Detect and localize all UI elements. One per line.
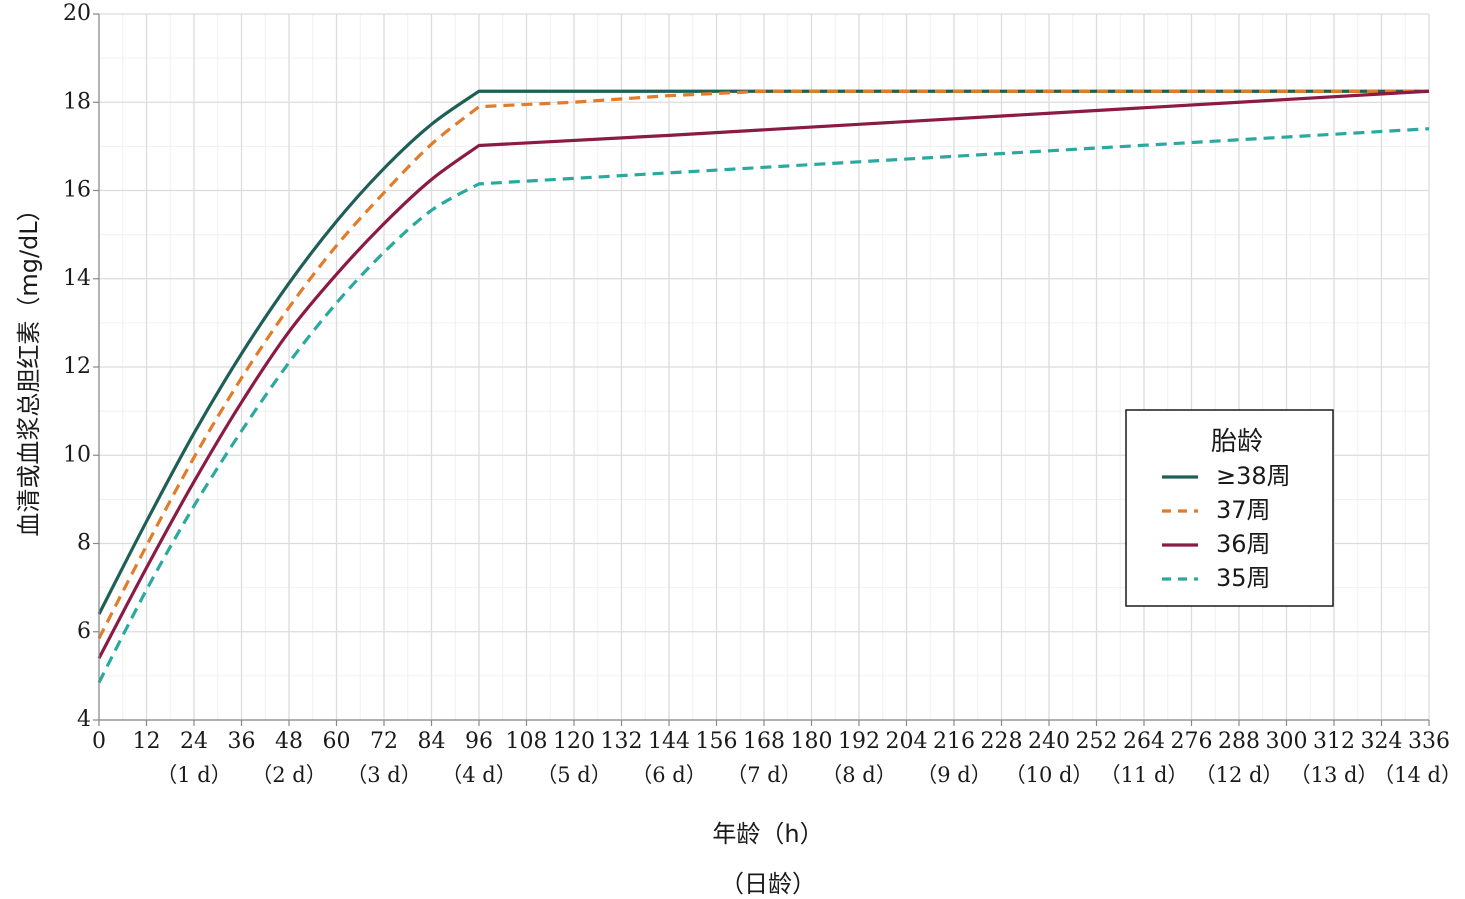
x-tick-label: 336 — [1408, 729, 1450, 754]
day-labels: （1 d） （2 d） （3 d） （4 d） （5 d） （6 d） （7 d） （8 d）… — [156, 763, 1462, 787]
x-tick-label: 36 — [228, 729, 256, 754]
legend-label: 36周 — [1216, 530, 1271, 558]
legend-label: ≥38周 — [1216, 462, 1291, 490]
x-tick-label: 12 — [133, 729, 161, 754]
y-tick-label: 16 — [63, 178, 91, 203]
x-tick-label: 252 — [1076, 729, 1118, 754]
legend-box — [1125, 409, 1334, 607]
day-label: （5 d） — [536, 763, 611, 787]
x-tick-label: 48 — [275, 729, 303, 754]
y-tick-label: 10 — [63, 442, 91, 467]
x-tick-label: 312 — [1313, 729, 1355, 754]
y-tick-label: 6 — [77, 619, 91, 644]
day-label: （9 d） — [916, 763, 991, 787]
day-label: （14 d） — [1373, 763, 1462, 787]
series-line-3 — [97, 89, 1430, 659]
y-tick-label: 4 — [77, 707, 91, 732]
day-label: （1 d） — [156, 763, 231, 787]
x-tick-label: 300 — [1266, 729, 1308, 754]
x-tick-label: 168 — [743, 729, 785, 754]
legend: 胎龄 ≥38周 37周 36周 35周 — [1125, 409, 1334, 607]
x-ticks: 0 12 24 36 48 60 72 84 96 108 120 132 144 156 168 180 19… — [92, 720, 1450, 754]
x-tick-label: 180 — [791, 729, 833, 754]
series-line-1 — [97, 89, 1429, 615]
legend-label: 35周 — [1216, 564, 1271, 592]
day-label: （6 d） — [631, 763, 706, 787]
day-label: （2 d） — [251, 763, 326, 787]
y-tick-label: 20 — [63, 1, 91, 26]
y-axis-title: 血清或血浆总胆红素（mg/dL） — [15, 197, 43, 536]
x-tick-label: 216 — [933, 729, 975, 754]
x-tick-label: 72 — [370, 729, 398, 754]
x-tick-label: 120 — [553, 729, 595, 754]
x-axis-subtitle: （日龄） — [720, 870, 816, 898]
x-tick-label: 84 — [418, 729, 446, 754]
x-axis-title: 年龄（h） — [712, 820, 823, 848]
day-label: （8 d） — [821, 763, 896, 787]
x-tick-label: 264 — [1123, 729, 1165, 754]
x-tick-label: 96 — [465, 729, 493, 754]
x-tick-label: 132 — [601, 729, 643, 754]
legend-label: 37周 — [1216, 496, 1271, 524]
day-label: （4 d） — [441, 763, 516, 787]
x-tick-label: 144 — [648, 729, 690, 754]
x-tick-label: 24 — [180, 729, 208, 754]
y-tick-label: 18 — [63, 89, 91, 114]
series-layer — [97, 89, 1430, 684]
y-tick-label: 8 — [77, 531, 91, 556]
x-tick-label: 204 — [886, 729, 928, 754]
series-line-4 — [97, 127, 1430, 684]
x-tick-label: 276 — [1171, 729, 1213, 754]
x-tick-label: 228 — [981, 729, 1023, 754]
legend-items: ≥38周 37周 36周 35周 — [1162, 462, 1291, 592]
day-label: （10 d） — [1005, 763, 1094, 787]
day-label: （13 d） — [1290, 763, 1379, 787]
y-tick-label: 14 — [63, 266, 91, 291]
day-label: （12 d） — [1195, 763, 1284, 787]
x-tick-label: 240 — [1028, 729, 1070, 754]
y-tick-label: 12 — [63, 354, 91, 379]
day-label: （7 d） — [726, 763, 801, 787]
x-tick-label: 0 — [92, 729, 106, 754]
x-tick-label: 108 — [506, 729, 548, 754]
y-ticks: 4 6 8 10 12 14 16 18 20 — [63, 1, 99, 732]
x-tick-label: 156 — [696, 729, 738, 754]
legend-title: 胎龄 — [1211, 427, 1263, 457]
day-label: （11 d） — [1100, 763, 1189, 787]
x-tick-label: 288 — [1218, 729, 1260, 754]
x-tick-label: 192 — [838, 729, 880, 754]
x-tick-label: 60 — [323, 729, 351, 754]
x-tick-label: 324 — [1361, 729, 1403, 754]
day-label: （3 d） — [346, 763, 421, 787]
series-line-2 — [97, 89, 1429, 640]
